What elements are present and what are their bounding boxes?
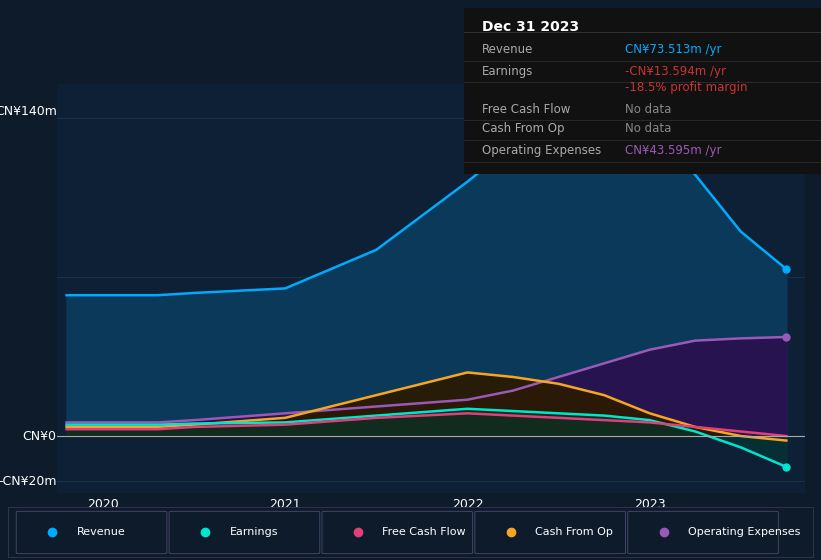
- Text: Operating Expenses: Operating Expenses: [688, 527, 800, 537]
- Text: CN¥140m: CN¥140m: [0, 105, 57, 118]
- Text: Earnings: Earnings: [230, 527, 278, 537]
- Text: Free Cash Flow: Free Cash Flow: [482, 102, 570, 116]
- Text: CN¥73.513m /yr: CN¥73.513m /yr: [625, 43, 721, 56]
- Text: Operating Expenses: Operating Expenses: [482, 144, 601, 157]
- Text: Revenue: Revenue: [76, 527, 126, 537]
- Text: Cash From Op: Cash From Op: [482, 123, 564, 136]
- Text: -CN¥13.594m /yr: -CN¥13.594m /yr: [625, 64, 726, 78]
- Text: Earnings: Earnings: [482, 64, 533, 78]
- Text: Cash From Op: Cash From Op: [535, 527, 613, 537]
- Text: Revenue: Revenue: [482, 43, 533, 56]
- Text: -18.5% profit margin: -18.5% profit margin: [625, 81, 747, 94]
- Text: -CN¥20m: -CN¥20m: [0, 475, 57, 488]
- Text: CN¥43.595m /yr: CN¥43.595m /yr: [625, 144, 721, 157]
- Text: No data: No data: [625, 102, 671, 116]
- Text: No data: No data: [625, 123, 671, 136]
- Text: Free Cash Flow: Free Cash Flow: [383, 527, 466, 537]
- Text: Dec 31 2023: Dec 31 2023: [482, 20, 579, 34]
- Text: CN¥0: CN¥0: [23, 430, 57, 442]
